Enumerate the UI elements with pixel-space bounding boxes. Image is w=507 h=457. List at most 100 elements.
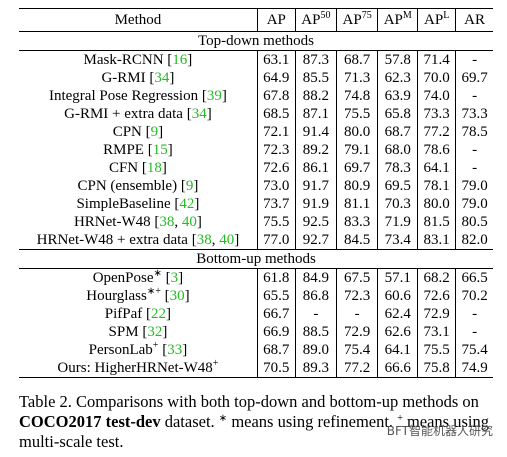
method-cell: Integral Pose Regression [39] (19, 87, 257, 105)
value-cell: 75.4 (335, 341, 378, 359)
value-cell: 72.9 (335, 323, 378, 341)
value-cell: 87.1 (294, 105, 337, 123)
citation: [39] (201, 88, 227, 104)
value-cell: - (294, 305, 337, 323)
method-row: CFN [18] 72.6 86.1 69.7 78.3 64.1- (19, 159, 493, 177)
value-cell: 78.5 (455, 123, 493, 141)
column-header: APL (417, 8, 456, 32)
value-cell: 73.3 (417, 105, 456, 123)
value-cell: 67.8 (256, 87, 296, 105)
table-header: Method AP AP50 AP75 APM APL AR (19, 8, 493, 32)
method-name: HRNet-W48 (73, 214, 151, 230)
value-cell: 89.2 (294, 141, 337, 159)
value-cell: 91.9 (294, 195, 337, 213)
value-cell: 86.1 (294, 159, 337, 177)
value-cell: - (455, 323, 493, 341)
method-name: G-RMI (101, 70, 146, 86)
value-cell: 68.2 (417, 268, 456, 287)
header-text: AP (383, 12, 403, 28)
value-cell: 83.1 (417, 231, 456, 250)
value-cell: - (455, 87, 493, 105)
method-sup: ∗+ (146, 286, 161, 297)
value-cell: 92.7 (294, 231, 337, 250)
value-cell: 79.0 (455, 177, 493, 195)
citation: [18] (141, 160, 167, 176)
method-cell: G-RMI [34] (19, 69, 257, 87)
value-cell: 91.7 (294, 177, 337, 195)
value-cell: 77.0 (256, 231, 296, 250)
header-text: AR (464, 12, 485, 28)
value-cell: 81.1 (335, 195, 378, 213)
value-cell: 57.1 (377, 268, 418, 287)
value-cell: 62.6 (377, 323, 418, 341)
value-cell: 65.8 (377, 105, 418, 123)
section-row: Top-down methods (19, 32, 493, 51)
value-cell: 88.5 (294, 323, 337, 341)
method-name: Ours: HigherHRNet-W48 (57, 360, 213, 376)
caption-part: COCO2017 test-dev (19, 412, 161, 431)
watermark: BFT智能机器人研究 (386, 424, 493, 438)
value-cell: 71.9 (377, 213, 418, 231)
value-cell: 75.4 (455, 341, 493, 359)
citation: [32] (142, 324, 168, 340)
value-cell: 66.7 (256, 305, 296, 323)
method-cell: SPM [32] (19, 323, 257, 341)
caption-part: Table 2. Comparisons with both top-down … (19, 392, 484, 411)
method-row: G-RMI + extra data [34] 68.5 87.1 75.5 65.8 7… (19, 105, 493, 123)
value-cell: 69.5 (377, 177, 418, 195)
value-cell: 72.3 (256, 141, 296, 159)
method-name: HRNet-W48 + extra data (36, 232, 188, 248)
method-cell: CPN [9] (19, 123, 257, 141)
value-cell: 72.9 (417, 305, 456, 323)
method-cell: HRNet-W48 + extra data [38, 40] (19, 231, 257, 250)
value-cell: 70.0 (417, 69, 456, 87)
method-name: SimpleBaseline (76, 196, 171, 212)
method-name: CFN (108, 160, 139, 176)
column-header: APM (377, 8, 418, 32)
caption-part: means using refinement. (227, 412, 398, 431)
header-sup: L (443, 10, 450, 21)
value-cell: 80.0 (417, 195, 456, 213)
citation: [22] (146, 306, 172, 322)
caption: Table 2. Comparisons with both top-down … (19, 392, 493, 452)
value-cell: 70.5 (256, 359, 296, 378)
value-cell: 73.4 (377, 231, 418, 250)
value-cell: 86.8 (294, 287, 337, 305)
citation: [42] (174, 196, 200, 212)
citation: [9] (145, 124, 164, 140)
value-cell: 77.2 (417, 123, 456, 141)
value-cell: 75.8 (417, 359, 456, 378)
value-cell: 85.5 (294, 69, 337, 87)
value-cell: 81.5 (417, 213, 456, 231)
value-cell: 79.0 (455, 195, 493, 213)
value-cell: 78.6 (417, 141, 456, 159)
value-cell: 84.9 (294, 268, 337, 287)
method-cell: PifPaf [22] (19, 305, 257, 323)
method-sup: + (212, 358, 219, 369)
value-cell: 57.8 (377, 50, 418, 69)
citation: [38, 40] (191, 232, 240, 248)
table-body: Top-down methods Mask-RCNN [16] 63.1 87.3 68… (19, 32, 493, 378)
value-cell: 62.3 (377, 69, 418, 87)
method-cell: CFN [18] (19, 159, 257, 177)
method-row: Ours: HigherHRNet-W48+ 70.5 89.3 77.2 66.6 75… (19, 359, 493, 378)
value-cell: 92.5 (294, 213, 337, 231)
value-cell: 74.0 (417, 87, 456, 105)
method-name: Mask-RCNN (83, 52, 164, 68)
caption-part: dataset. (160, 412, 219, 431)
citation: [34] (149, 70, 175, 86)
method-row: RMPE [15] 72.3 89.2 79.1 68.0 78.6- (19, 141, 493, 159)
method-row: HRNet-W48 [38, 40] 75.5 92.5 83.3 71.9 81.5 80… (19, 213, 493, 231)
value-cell: 75.5 (417, 341, 456, 359)
value-cell: 71.4 (417, 50, 456, 69)
value-cell: 83.3 (335, 213, 378, 231)
method-cell: CPN (ensemble) [9] (19, 177, 257, 195)
value-cell: 89.3 (294, 359, 337, 378)
value-cell: 73.3 (455, 105, 493, 123)
section-title: Top-down methods (197, 33, 315, 49)
method-cell: RMPE [15] (19, 141, 257, 159)
method-row: SPM [32] 66.9 88.5 72.9 62.6 73.1- (19, 323, 493, 341)
value-cell: 74.9 (455, 359, 493, 378)
citation: [38, 40] (154, 214, 202, 230)
